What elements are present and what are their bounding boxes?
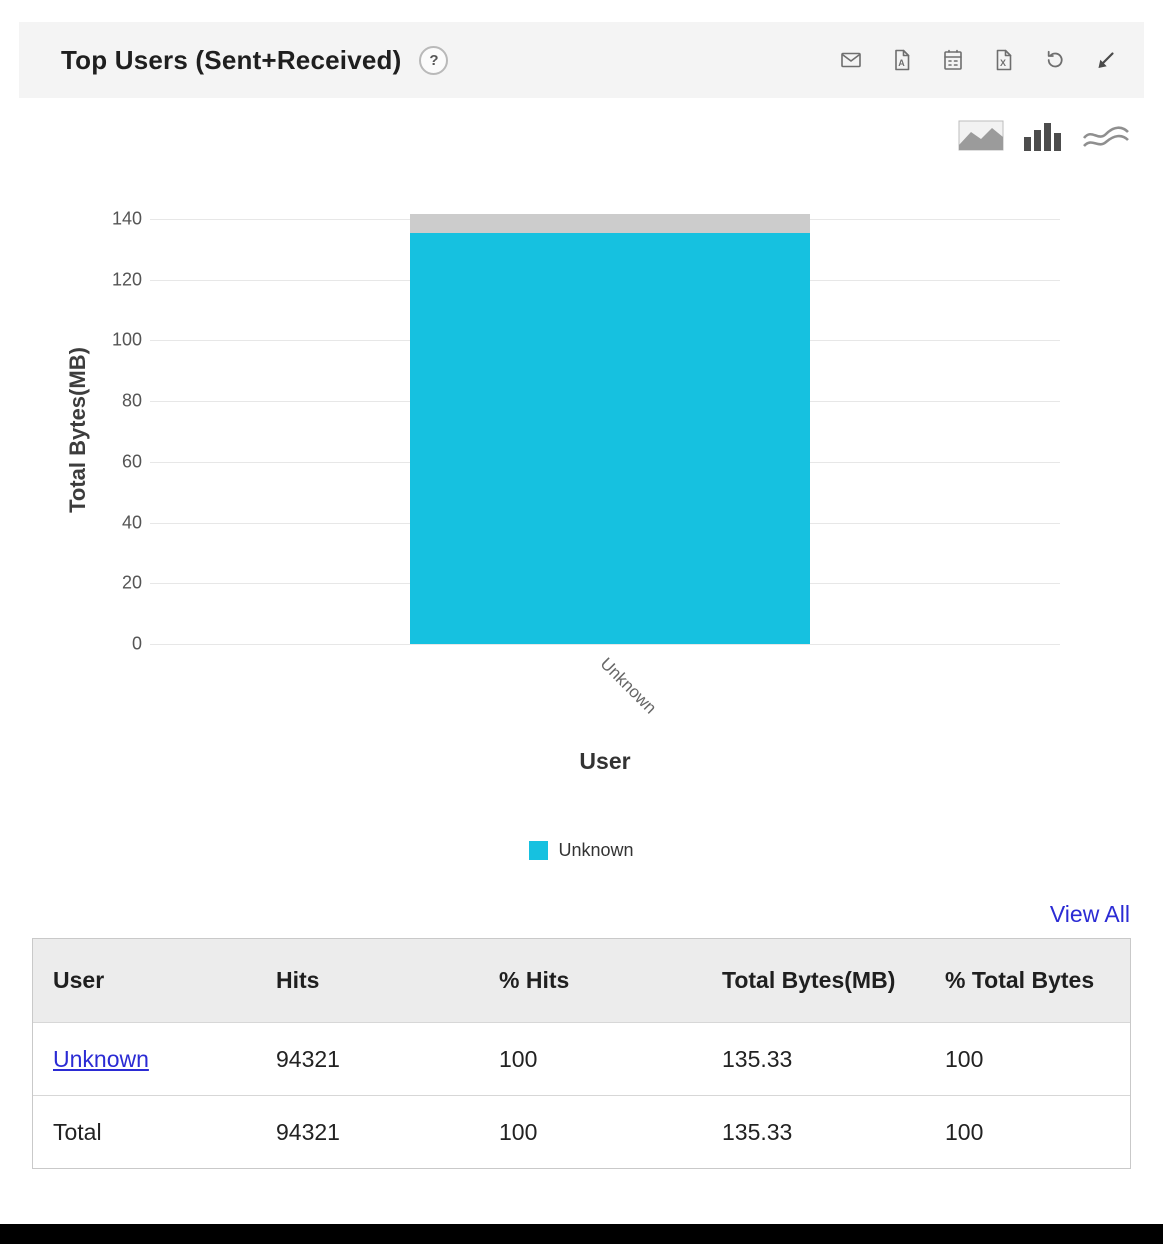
bottom-bar <box>0 1224 1163 1244</box>
column-header-pct-total-bytes: % Total Bytes <box>945 967 1095 993</box>
expand-icon[interactable] <box>1094 48 1118 72</box>
cell-pct-total-bytes: 100 <box>945 1046 984 1072</box>
table-row: Unknown 94321 100 135.33 100 <box>33 1022 1130 1095</box>
area-chart-icon[interactable] <box>958 120 1004 151</box>
cell-pct-hits: 100 <box>499 1119 538 1145</box>
legend-item-unknown[interactable]: Unknown <box>0 840 1163 861</box>
y-tick-label: 100 <box>111 329 142 350</box>
legend-swatch <box>529 841 549 860</box>
column-header-total-bytes: Total Bytes(MB) <box>722 967 896 993</box>
cell-hits: 94321 <box>276 1046 340 1072</box>
x-axis-title: User <box>579 748 631 774</box>
widget-header: Top Users (Sent+Received) ? A X <box>19 22 1144 98</box>
cell-pct-total-bytes: 100 <box>945 1119 984 1145</box>
excel-export-icon[interactable]: X <box>992 48 1016 72</box>
y-tick-label: 80 <box>121 390 142 411</box>
plot-area <box>150 214 1060 645</box>
pdf-export-icon[interactable]: A <box>890 48 914 72</box>
line-chart-icon[interactable] <box>1082 120 1130 151</box>
y-ticks: 0 20 40 60 80 100 120 140 <box>0 208 142 653</box>
csv-export-icon[interactable] <box>941 48 965 72</box>
y-tick-label: 140 <box>111 208 142 229</box>
bar-chart-icon[interactable] <box>1022 120 1064 151</box>
widget-toolbar: A X <box>839 48 1118 72</box>
cell-total-bytes: 135.33 <box>722 1046 793 1072</box>
email-icon[interactable] <box>839 48 863 72</box>
cell-user-total: Total <box>53 1119 102 1145</box>
cell-pct-hits: 100 <box>499 1046 538 1072</box>
svg-text:X: X <box>1000 58 1006 68</box>
table-row-total: Total 94321 100 135.33 100 <box>33 1095 1130 1168</box>
y-tick-label: 60 <box>121 451 142 472</box>
column-header-hits: Hits <box>276 967 320 993</box>
help-icon[interactable]: ? <box>419 45 449 75</box>
bar-cap <box>410 214 810 234</box>
y-tick-label: 40 <box>121 512 142 533</box>
y-tick-label: 120 <box>111 269 142 290</box>
view-all-link[interactable]: View All <box>1049 901 1130 927</box>
legend-label: Unknown <box>558 840 634 860</box>
x-tick-label: Unknown <box>596 654 661 718</box>
widget-title: Top Users (Sent+Received) <box>61 44 402 75</box>
table-header-row: User Hits % Hits Total Bytes(MB) % Total… <box>33 939 1130 1022</box>
gridline <box>150 644 1060 645</box>
refresh-icon[interactable] <box>1043 48 1067 72</box>
top-users-table: User Hits % Hits Total Bytes(MB) % Total… <box>32 938 1131 1169</box>
svg-text:A: A <box>898 58 905 68</box>
chart-type-toolbar <box>958 120 1130 151</box>
y-tick-label: 20 <box>121 572 142 593</box>
column-header-user: User <box>53 967 105 993</box>
column-header-pct-hits: % Hits <box>499 967 570 993</box>
y-tick-label: 0 <box>131 633 142 654</box>
user-link-unknown[interactable]: Unknown <box>53 1046 149 1072</box>
cell-total-bytes: 135.33 <box>722 1119 793 1145</box>
bar-unknown[interactable] <box>410 233 810 644</box>
cell-hits: 94321 <box>276 1119 340 1145</box>
